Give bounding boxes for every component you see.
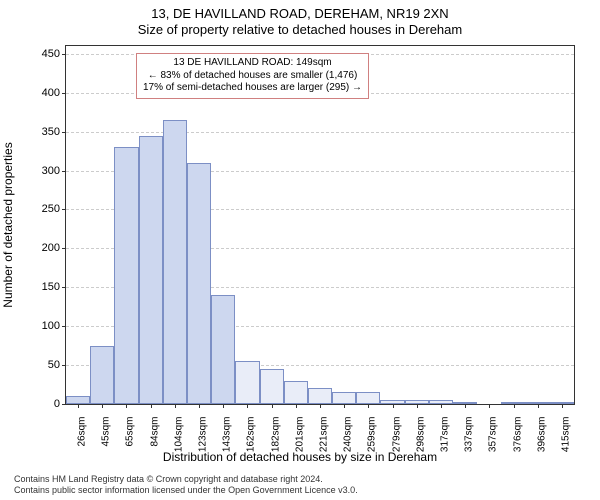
x-tick-label: 182sqm xyxy=(270,417,281,453)
histogram-bar xyxy=(235,361,259,404)
chart-title-main: 13, DE HAVILLAND ROAD, DEREHAM, NR19 2XN xyxy=(0,6,600,21)
x-tick-mark xyxy=(151,404,152,408)
x-tick-mark xyxy=(344,404,345,408)
x-tick-mark xyxy=(393,404,394,408)
x-tick-mark xyxy=(296,404,297,408)
x-tick-label: 298sqm xyxy=(415,417,426,453)
x-tick-label: 104sqm xyxy=(173,417,184,453)
y-tick-label: 50 xyxy=(0,359,60,371)
plot-area: 13 DE HAVILLAND ROAD: 149sqm ← 83% of de… xyxy=(65,45,575,405)
y-tick-label: 150 xyxy=(0,281,60,293)
y-tick-label: 0 xyxy=(0,398,60,410)
x-tick-mark xyxy=(441,404,442,408)
x-tick-label: 221sqm xyxy=(319,417,330,453)
annotation-box: 13 DE HAVILLAND ROAD: 149sqm ← 83% of de… xyxy=(136,53,369,99)
x-axis-label: Distribution of detached houses by size … xyxy=(0,450,600,464)
gridline xyxy=(66,132,574,133)
annotation-line3: 17% of semi-detached houses are larger (… xyxy=(143,82,362,95)
x-tick-label: 143sqm xyxy=(222,417,233,453)
x-tick-mark xyxy=(272,404,273,408)
chart-title-sub: Size of property relative to detached ho… xyxy=(0,22,600,37)
annotation-line1: 13 DE HAVILLAND ROAD: 149sqm xyxy=(143,57,362,70)
histogram-bar xyxy=(332,392,356,404)
x-tick-label: 162sqm xyxy=(246,417,257,453)
histogram-bar xyxy=(90,346,114,404)
x-tick-mark xyxy=(514,404,515,408)
x-tick-mark xyxy=(126,404,127,408)
x-tick-mark xyxy=(465,404,466,408)
y-tick-label: 250 xyxy=(0,203,60,215)
x-tick-label: 65sqm xyxy=(125,417,136,447)
histogram-bar xyxy=(284,381,308,404)
x-tick-mark xyxy=(102,404,103,408)
x-tick-label: 201sqm xyxy=(294,417,305,453)
x-tick-mark xyxy=(489,404,490,408)
x-tick-mark xyxy=(78,404,79,408)
x-tick-mark xyxy=(417,404,418,408)
x-tick-label: 123sqm xyxy=(198,417,209,453)
chart-container: 13, DE HAVILLAND ROAD, DEREHAM, NR19 2XN… xyxy=(0,0,600,500)
histogram-bar xyxy=(211,295,235,404)
attribution-line1: Contains HM Land Registry data © Crown c… xyxy=(14,474,358,485)
x-tick-label: 240sqm xyxy=(343,417,354,453)
histogram-bar xyxy=(114,147,138,404)
histogram-bar xyxy=(66,396,90,404)
x-tick-mark xyxy=(175,404,176,408)
histogram-bar xyxy=(139,136,163,405)
y-tick-label: 400 xyxy=(0,87,60,99)
x-tick-label: 45sqm xyxy=(101,417,112,447)
x-tick-label: 376sqm xyxy=(512,417,523,453)
x-tick-label: 337sqm xyxy=(464,417,475,453)
histogram-bar xyxy=(356,392,380,404)
y-tick-label: 100 xyxy=(0,320,60,332)
x-tick-label: 279sqm xyxy=(391,417,402,453)
annotation-line2: ← 83% of detached houses are smaller (1,… xyxy=(143,70,362,83)
x-tick-mark xyxy=(223,404,224,408)
x-tick-mark xyxy=(368,404,369,408)
x-tick-label: 26sqm xyxy=(77,417,88,447)
x-tick-mark xyxy=(562,404,563,408)
x-tick-mark xyxy=(199,404,200,408)
x-tick-label: 415sqm xyxy=(560,417,571,453)
attribution-text: Contains HM Land Registry data © Crown c… xyxy=(14,474,358,496)
x-tick-label: 357sqm xyxy=(488,417,499,453)
x-tick-mark xyxy=(538,404,539,408)
histogram-bar xyxy=(163,120,187,404)
y-tick-label: 350 xyxy=(0,126,60,138)
histogram-bar xyxy=(187,163,211,404)
y-tick-label: 450 xyxy=(0,48,60,60)
y-tick-label: 300 xyxy=(0,165,60,177)
y-tick-label: 200 xyxy=(0,242,60,254)
x-tick-mark xyxy=(320,404,321,408)
x-tick-label: 396sqm xyxy=(536,417,547,453)
histogram-bar xyxy=(260,369,284,404)
x-tick-label: 84sqm xyxy=(149,417,160,447)
attribution-line2: Contains public sector information licen… xyxy=(14,485,358,496)
x-tick-mark xyxy=(247,404,248,408)
x-tick-label: 317sqm xyxy=(439,417,450,453)
histogram-bar xyxy=(308,388,332,404)
x-tick-label: 259sqm xyxy=(367,417,378,453)
